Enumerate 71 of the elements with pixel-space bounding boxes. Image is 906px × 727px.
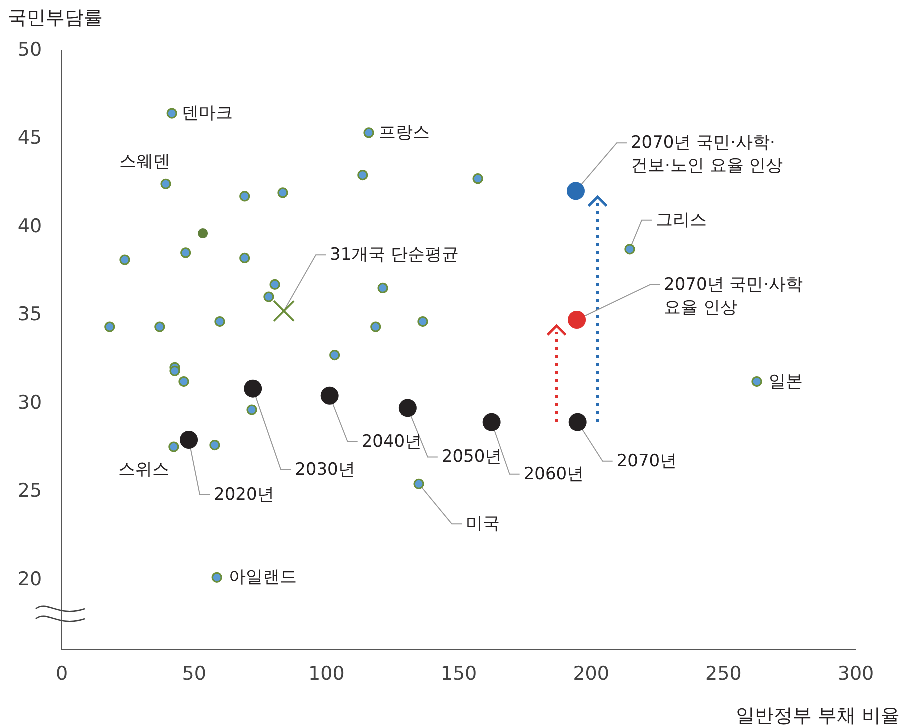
point	[212, 572, 222, 583]
point	[482, 413, 501, 432]
point	[566, 182, 585, 200]
point	[154, 322, 166, 332]
point	[398, 399, 417, 418]
annotation: 2070년 국민·사학·건보·노인 요율 인상	[630, 133, 784, 176]
y-tick-label: 40	[18, 215, 42, 238]
point	[246, 404, 258, 416]
point	[180, 248, 192, 258]
annotation: 일본	[769, 372, 804, 392]
point	[330, 350, 340, 361]
point	[244, 380, 262, 398]
point	[278, 188, 288, 198]
annotation: 2050년	[442, 447, 502, 468]
point	[198, 228, 208, 239]
y-tick-label: 45	[18, 127, 42, 150]
annotation: 미국	[466, 514, 500, 534]
point	[240, 252, 250, 264]
y-tick-label: 50	[18, 39, 42, 61]
point	[214, 316, 226, 328]
point	[170, 366, 180, 376]
x-tick-label: 0	[56, 663, 68, 685]
point	[168, 442, 180, 452]
x-tick-label: 100	[308, 663, 345, 685]
annotation: 31개국 단순평균	[330, 245, 460, 266]
point	[240, 191, 250, 202]
point	[752, 376, 762, 388]
x-tick-label: 50	[182, 663, 206, 685]
annotation: 2040년	[362, 432, 422, 452]
point	[160, 178, 172, 190]
point	[120, 254, 130, 266]
point	[358, 170, 368, 181]
point	[210, 440, 220, 451]
x-tick-label: 200	[573, 663, 610, 685]
y-tick-label: 30	[18, 392, 42, 414]
annotation: 아일랜드	[229, 568, 298, 588]
x-tick-label: 150	[440, 663, 478, 685]
point	[364, 128, 374, 138]
point	[378, 282, 388, 294]
annotation: 2060년	[524, 464, 584, 484]
y-tick-label: 25	[18, 480, 42, 502]
point	[472, 174, 484, 184]
point	[273, 300, 295, 322]
point	[180, 431, 198, 449]
annotation: 그리스	[656, 210, 707, 230]
y-tick-label: 35	[18, 304, 42, 326]
annotation: 덴마크	[182, 104, 234, 124]
annotation: 스웨덴	[120, 152, 171, 172]
point	[370, 322, 382, 332]
point	[320, 386, 339, 405]
annotation: 2030년	[295, 460, 356, 480]
point	[264, 292, 274, 302]
annotation: 2070년	[616, 451, 678, 472]
annotation: 스위스	[118, 460, 170, 480]
x-axis-title: 일반정부 부채 비율	[736, 705, 900, 727]
point	[624, 244, 636, 255]
annotation: 프랑스	[379, 122, 430, 143]
annotation: 2020년	[214, 485, 274, 505]
point	[270, 279, 280, 290]
point	[104, 322, 116, 332]
point	[166, 108, 178, 119]
point	[414, 478, 424, 490]
y-tick-label: 20	[18, 568, 42, 590]
annotation: 2070년 국민·사학 요율 인상	[664, 275, 804, 318]
x-tick-label: 250	[706, 663, 742, 685]
y-axis-title: 국민부담률	[8, 7, 103, 29]
x-tick-label: 300	[838, 663, 874, 685]
point	[568, 311, 586, 329]
point	[568, 413, 587, 432]
point	[418, 316, 428, 328]
point	[178, 376, 190, 388]
